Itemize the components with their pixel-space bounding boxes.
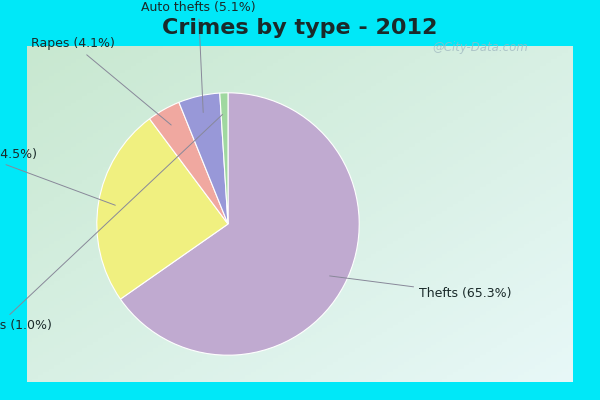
Text: Burglaries (24.5%): Burglaries (24.5%) xyxy=(0,148,115,205)
Text: Robberies (1.0%): Robberies (1.0%) xyxy=(0,114,223,332)
Wedge shape xyxy=(179,93,228,224)
Text: Auto thefts (5.1%): Auto thefts (5.1%) xyxy=(141,0,256,112)
Wedge shape xyxy=(97,119,228,299)
Text: @City-Data.com: @City-Data.com xyxy=(432,42,528,54)
Text: Crimes by type - 2012: Crimes by type - 2012 xyxy=(163,18,437,38)
Wedge shape xyxy=(121,93,359,355)
Text: Rapes (4.1%): Rapes (4.1%) xyxy=(31,37,171,125)
Text: Thefts (65.3%): Thefts (65.3%) xyxy=(329,276,512,300)
Wedge shape xyxy=(149,102,228,224)
Wedge shape xyxy=(220,93,228,224)
